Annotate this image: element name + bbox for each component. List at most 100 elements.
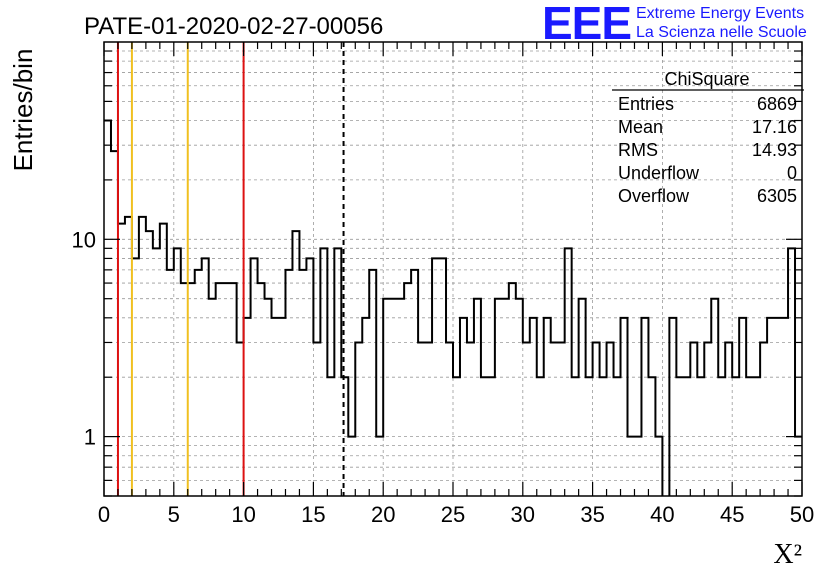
histogram-bin (704, 342, 711, 496)
histogram-bin (153, 248, 160, 496)
histogram-bin (593, 342, 600, 496)
x-tick-label: 25 (441, 502, 465, 527)
histogram-bin (641, 318, 648, 496)
histogram-bin (369, 270, 376, 496)
x-tick-label: 20 (371, 502, 395, 527)
stats-label: Entries (618, 94, 674, 114)
histogram-bin (565, 248, 572, 496)
histogram-bin (495, 299, 502, 496)
x-tick-label: 35 (580, 502, 604, 527)
x-tick-label: 30 (511, 502, 535, 527)
histogram-bin (362, 318, 369, 496)
histogram-bin (279, 318, 286, 496)
histogram-bin (739, 318, 746, 496)
y-tick-label: 1 (84, 425, 96, 450)
histogram-bin (383, 299, 390, 496)
histogram-bin (523, 342, 530, 496)
histogram-outline (104, 119, 802, 496)
x-tick-labels: 0 5 10 15 20 25 30 35 40 45 50 (98, 502, 814, 527)
x-tick-label: 50 (790, 502, 814, 527)
histogram-bin (118, 224, 125, 496)
histogram-bin (313, 342, 320, 496)
histogram-bin (509, 283, 516, 496)
histogram-bin (530, 318, 537, 496)
histogram-bin (104, 121, 111, 496)
histogram-bin (181, 283, 188, 496)
histogram-bin (446, 342, 453, 496)
histogram-bin (781, 318, 788, 496)
histogram-bin (320, 248, 327, 496)
histogram-bin (411, 270, 418, 496)
histogram-bin (621, 318, 628, 496)
histogram-bin (285, 270, 292, 496)
histogram-bin (558, 342, 565, 496)
y-tick-labels: 1 10 (72, 227, 96, 449)
histogram-bin (544, 318, 551, 496)
histogram-bin (223, 283, 230, 496)
histogram-bin (579, 299, 586, 496)
stats-label: Underflow (618, 163, 700, 183)
histogram-bin (774, 318, 781, 496)
page-title: PATE-01-2020-02-27-00056 (84, 13, 383, 40)
histogram-bin (390, 299, 397, 496)
histogram-bin (474, 299, 481, 496)
histogram-bin (767, 318, 774, 496)
histogram-bin (216, 283, 223, 496)
histogram-bin (167, 270, 174, 496)
histogram-bin (244, 318, 251, 496)
marker-lines (116, 42, 345, 496)
logo-line-1: Extreme Energy Events (636, 5, 805, 22)
histogram-bin (230, 283, 237, 496)
histogram-bin (209, 299, 216, 496)
stats-label: Mean (618, 117, 663, 137)
x-tick-label: 10 (231, 502, 255, 527)
y-axis-label: Entries/bin (8, 49, 38, 172)
histogram-bin (265, 299, 272, 496)
stats-label: RMS (618, 140, 658, 160)
histogram-bin (607, 342, 614, 496)
histogram-bin (146, 231, 153, 496)
stats-value: 6305 (757, 186, 797, 206)
histogram-bin (690, 342, 697, 496)
histogram-series (104, 119, 802, 496)
stats-value: 17.16 (752, 117, 797, 137)
histogram-bin (292, 231, 299, 496)
histogram-bin (725, 342, 732, 496)
histogram-bin (258, 283, 265, 496)
histogram-bin (467, 342, 474, 496)
histogram-bin (299, 270, 306, 496)
stats-label: Overflow (618, 186, 690, 206)
x-tick-label: 0 (98, 502, 110, 527)
histogram-bin (188, 283, 195, 496)
x-tick-label: 45 (720, 502, 744, 527)
histogram-bin (425, 342, 432, 496)
x-tick-label: 15 (301, 502, 325, 527)
stats-value: 14.93 (752, 140, 797, 160)
x-axis-label: X² (773, 539, 802, 570)
stats-title: ChiSquare (664, 69, 749, 89)
logo-line-2: La Scienza nelle Scuole (636, 24, 807, 41)
histogram-bin (516, 299, 523, 496)
x-tick-label: 40 (650, 502, 674, 527)
histogram-bin (355, 342, 362, 496)
x-tick-label: 5 (168, 502, 180, 527)
axis-ticks (103, 42, 803, 497)
stats-box: ChiSquare Entries 6869 Mean 17.16 RMS 14.93 Un… (612, 69, 804, 206)
histogram-bin (397, 299, 404, 496)
y-tick-label: 10 (72, 227, 96, 252)
histogram-bin (418, 342, 425, 496)
stats-value: 0 (787, 163, 797, 183)
histogram-bin (237, 342, 244, 496)
histogram-bin (195, 270, 202, 496)
histogram-bin (669, 318, 676, 496)
stats-value: 6869 (757, 94, 797, 114)
histogram-bin (551, 342, 558, 496)
histogram-bin (174, 248, 181, 496)
histogram-bin (788, 248, 795, 496)
histogram-bin (404, 283, 411, 496)
histogram-bin (334, 248, 341, 496)
histogram-bin (711, 299, 718, 496)
histogram-bin (160, 224, 167, 496)
histogram-bin (760, 342, 767, 496)
